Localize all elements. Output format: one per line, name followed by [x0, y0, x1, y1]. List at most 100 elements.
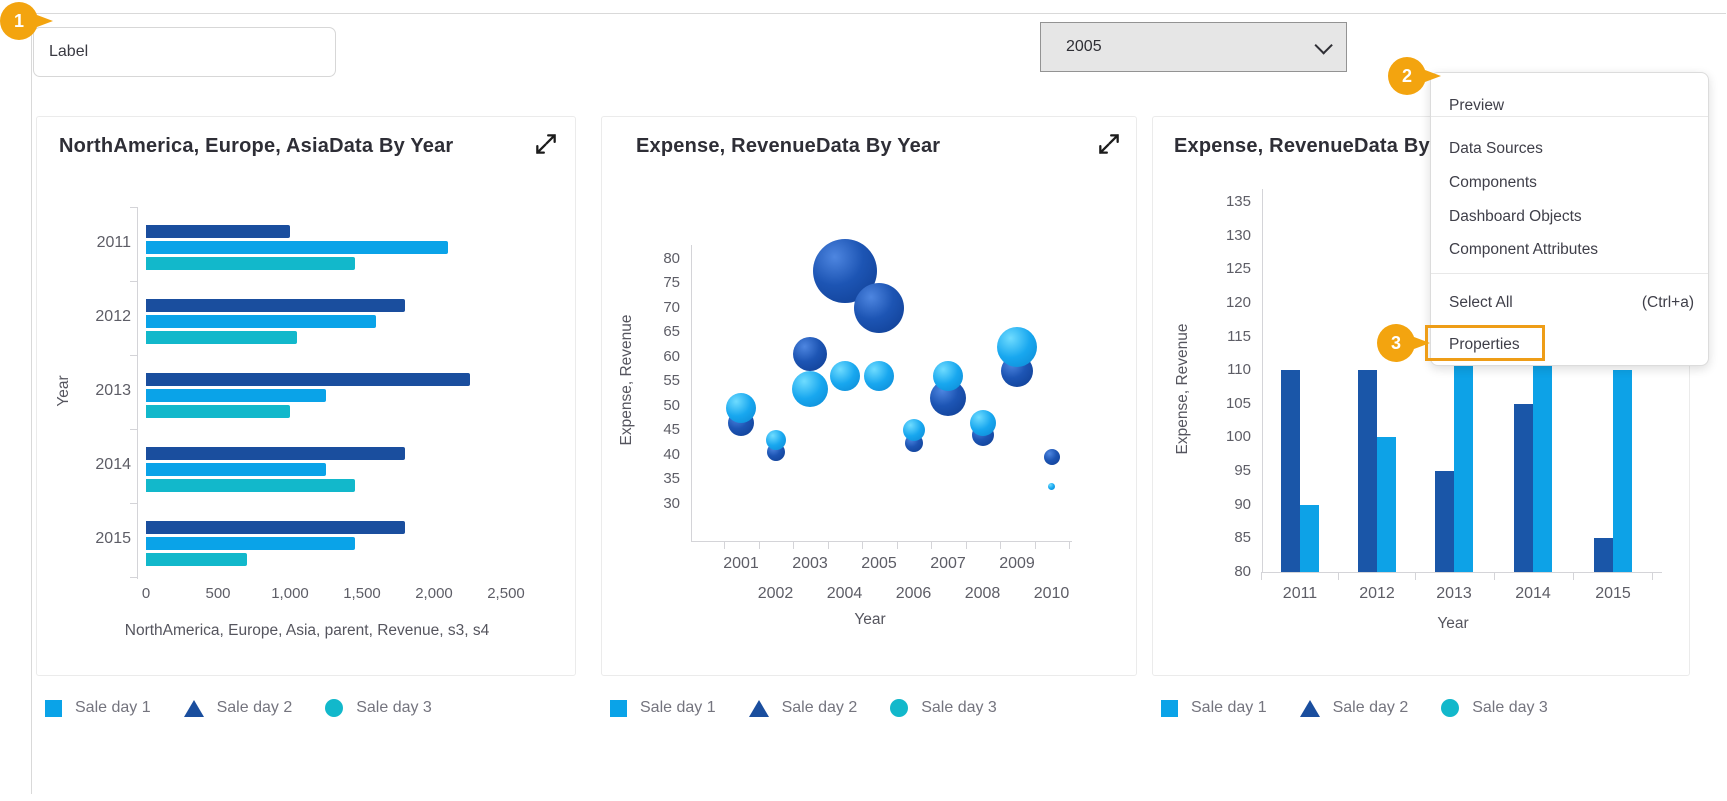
bar-2015-Sale day 2	[146, 521, 406, 534]
bubble-2007-Sale day 1	[933, 361, 963, 392]
x-axis-tick	[862, 541, 863, 549]
chart-title: NorthAmerica, Europe, AsiaData By Year	[59, 135, 454, 157]
legend-item[interactable]: Sale day 1	[45, 699, 151, 717]
y-tick-label: 65	[663, 323, 680, 341]
x-tick-label: 2007	[930, 555, 966, 572]
dashboard-canvas-border	[31, 13, 1726, 794]
y-tick-label: 80	[1234, 563, 1251, 580]
x-axis-tick	[1494, 572, 1495, 580]
label-widget-text: Label	[49, 43, 89, 60]
x-tick-label: 2003	[792, 555, 828, 572]
legend-label: Sale day 3	[921, 699, 997, 716]
legend-label: Sale day 3	[1472, 699, 1548, 716]
y-tick-label: 45	[663, 421, 680, 439]
legend-item[interactable]: Sale day 2	[748, 699, 858, 717]
x-tick-label: 2012	[1359, 585, 1395, 602]
bar-2011-Sale day 2	[146, 225, 290, 238]
menu-item-component-attributes[interactable]: Component Attributes	[1449, 238, 1694, 262]
menu-item-label: Components	[1449, 174, 1537, 191]
bubble-2005-Sale day 1	[864, 361, 894, 392]
x-axis-tick	[931, 541, 932, 549]
expand-icon[interactable]	[533, 131, 561, 159]
x-axis-label: Year	[854, 611, 886, 628]
y-axis-tick	[130, 577, 137, 578]
x-tick-label: 2008	[964, 585, 1001, 602]
label-widget[interactable]: Label	[33, 27, 336, 77]
bubble-chart: 80 75 70 65 60 55 50 45 40 35 30 2001 2002 2003 2004 20…	[602, 117, 1136, 675]
chart-card-bar-horizontal: NorthAmerica, Europe, AsiaData By Year 2…	[36, 116, 576, 676]
legend-item[interactable]: Sale day 3	[1441, 699, 1548, 717]
y-tick-label: 2015	[95, 530, 131, 547]
x-axis-tick	[1573, 572, 1574, 580]
step-badge-2: 2	[1388, 57, 1441, 95]
menu-item-select-all[interactable]: Select All (Ctrl+a)	[1449, 291, 1694, 315]
legend-square-swatch	[610, 699, 627, 717]
year-dropdown[interactable]: 2005	[1040, 22, 1347, 72]
y-tick-label: 80	[663, 249, 680, 267]
chart-legend: Sale day 1 Sale day 2 Sale day 3	[1161, 697, 1581, 719]
bubble-2003-Sale day 2	[793, 337, 827, 372]
year-dropdown-value: 2005	[1066, 38, 1102, 55]
chevron-down-icon	[1314, 35, 1333, 55]
menu-item-components[interactable]: Components	[1449, 171, 1694, 195]
bubble-2009-Sale day 1	[997, 326, 1037, 367]
legend-item[interactable]: Sale day 1	[610, 699, 716, 717]
bubble-2010-Sale day 2	[1043, 449, 1060, 466]
y-axis-label: Expense, Revenue	[618, 314, 635, 446]
horizontal-bar-chart: 2011 2012 2013 2014 2015 0 500 1,000 1,500 2,000 2…	[37, 117, 575, 675]
legend-label: Sale day 2	[1332, 699, 1409, 716]
y-tick-label: 90	[1234, 495, 1251, 513]
x-tick-label: 2,500	[487, 585, 525, 602]
y-tick-label: 120	[1225, 293, 1251, 311]
legend-item[interactable]: Sale day 3	[890, 699, 997, 717]
x-axis-tick	[896, 541, 898, 549]
bar-2014-Sale day 1	[146, 463, 326, 476]
legend-item[interactable]: Sale day 2	[183, 699, 293, 717]
menu-item-preview[interactable]: Preview	[1449, 94, 1694, 118]
expand-icon[interactable]	[1096, 131, 1124, 159]
legend-triangle-swatch	[183, 699, 204, 717]
chart-card-bubble: Expense, RevenueData By Year 80 75 70 65 60 5…	[601, 116, 1137, 676]
x-tick-label: 2,000	[415, 585, 453, 602]
x-axis-label: NorthAmerica, Europe, Asia, parent, Reve…	[124, 622, 490, 639]
y-axis-tick	[130, 503, 137, 504]
step-badge-3: 3	[1377, 324, 1430, 362]
y-axis-tick	[130, 429, 137, 430]
x-tick-label: 2013	[1436, 585, 1472, 602]
x-tick-label: 2010	[1033, 585, 1070, 602]
bar-2012-Sale day 3	[146, 331, 298, 344]
legend-label: Sale day 2	[781, 699, 858, 716]
y-tick-label: 135	[1225, 193, 1251, 210]
properties-highlight-box	[1425, 325, 1545, 361]
menu-item-dashboard-objects[interactable]: Dashboard Objects	[1449, 205, 1694, 229]
bar-2013-Sale day 1	[1454, 336, 1473, 572]
x-tick-label: 0	[141, 585, 151, 602]
menu-item-label: Properties	[1449, 336, 1520, 353]
bar-2013-Sale day 2	[146, 373, 470, 386]
menu-item-properties[interactable]: Properties	[1449, 333, 1694, 357]
x-axis-tick	[1069, 541, 1070, 549]
legend-item[interactable]: Sale day 3	[325, 699, 432, 717]
context-menu: Preview Data Sources Components Dashboar…	[1430, 72, 1709, 366]
x-tick-label: 1,000	[271, 585, 309, 602]
legend-item[interactable]: Sale day 1	[1161, 699, 1267, 717]
legend-label: Sale day 1	[1191, 699, 1267, 716]
bar-2014-Sale day 2	[1514, 403, 1533, 572]
y-tick-label: 85	[1234, 529, 1251, 547]
x-axis-tick	[1415, 572, 1416, 580]
legend-label: Sale day 2	[216, 699, 293, 716]
legend-square-swatch	[1161, 699, 1178, 717]
vertical-bar-chart: 135 130 125 120 115 110 105 100 95 90 85 80 2011 2012…	[1153, 117, 1689, 675]
y-tick-label: 105	[1225, 394, 1251, 412]
y-axis-line	[137, 207, 138, 579]
y-tick-label: 2011	[96, 234, 131, 251]
bar-2015-Sale day 3	[146, 553, 247, 566]
y-tick-label: 130	[1225, 226, 1251, 244]
x-axis-tick	[793, 541, 794, 549]
legend-item[interactable]: Sale day 2	[1299, 699, 1409, 717]
menu-item-data-sources[interactable]: Data Sources	[1449, 137, 1694, 161]
y-tick-label: 100	[1225, 428, 1251, 446]
bar-2012-Sale day 1	[1377, 437, 1396, 572]
bubble-2008-Sale day 1	[969, 409, 996, 436]
